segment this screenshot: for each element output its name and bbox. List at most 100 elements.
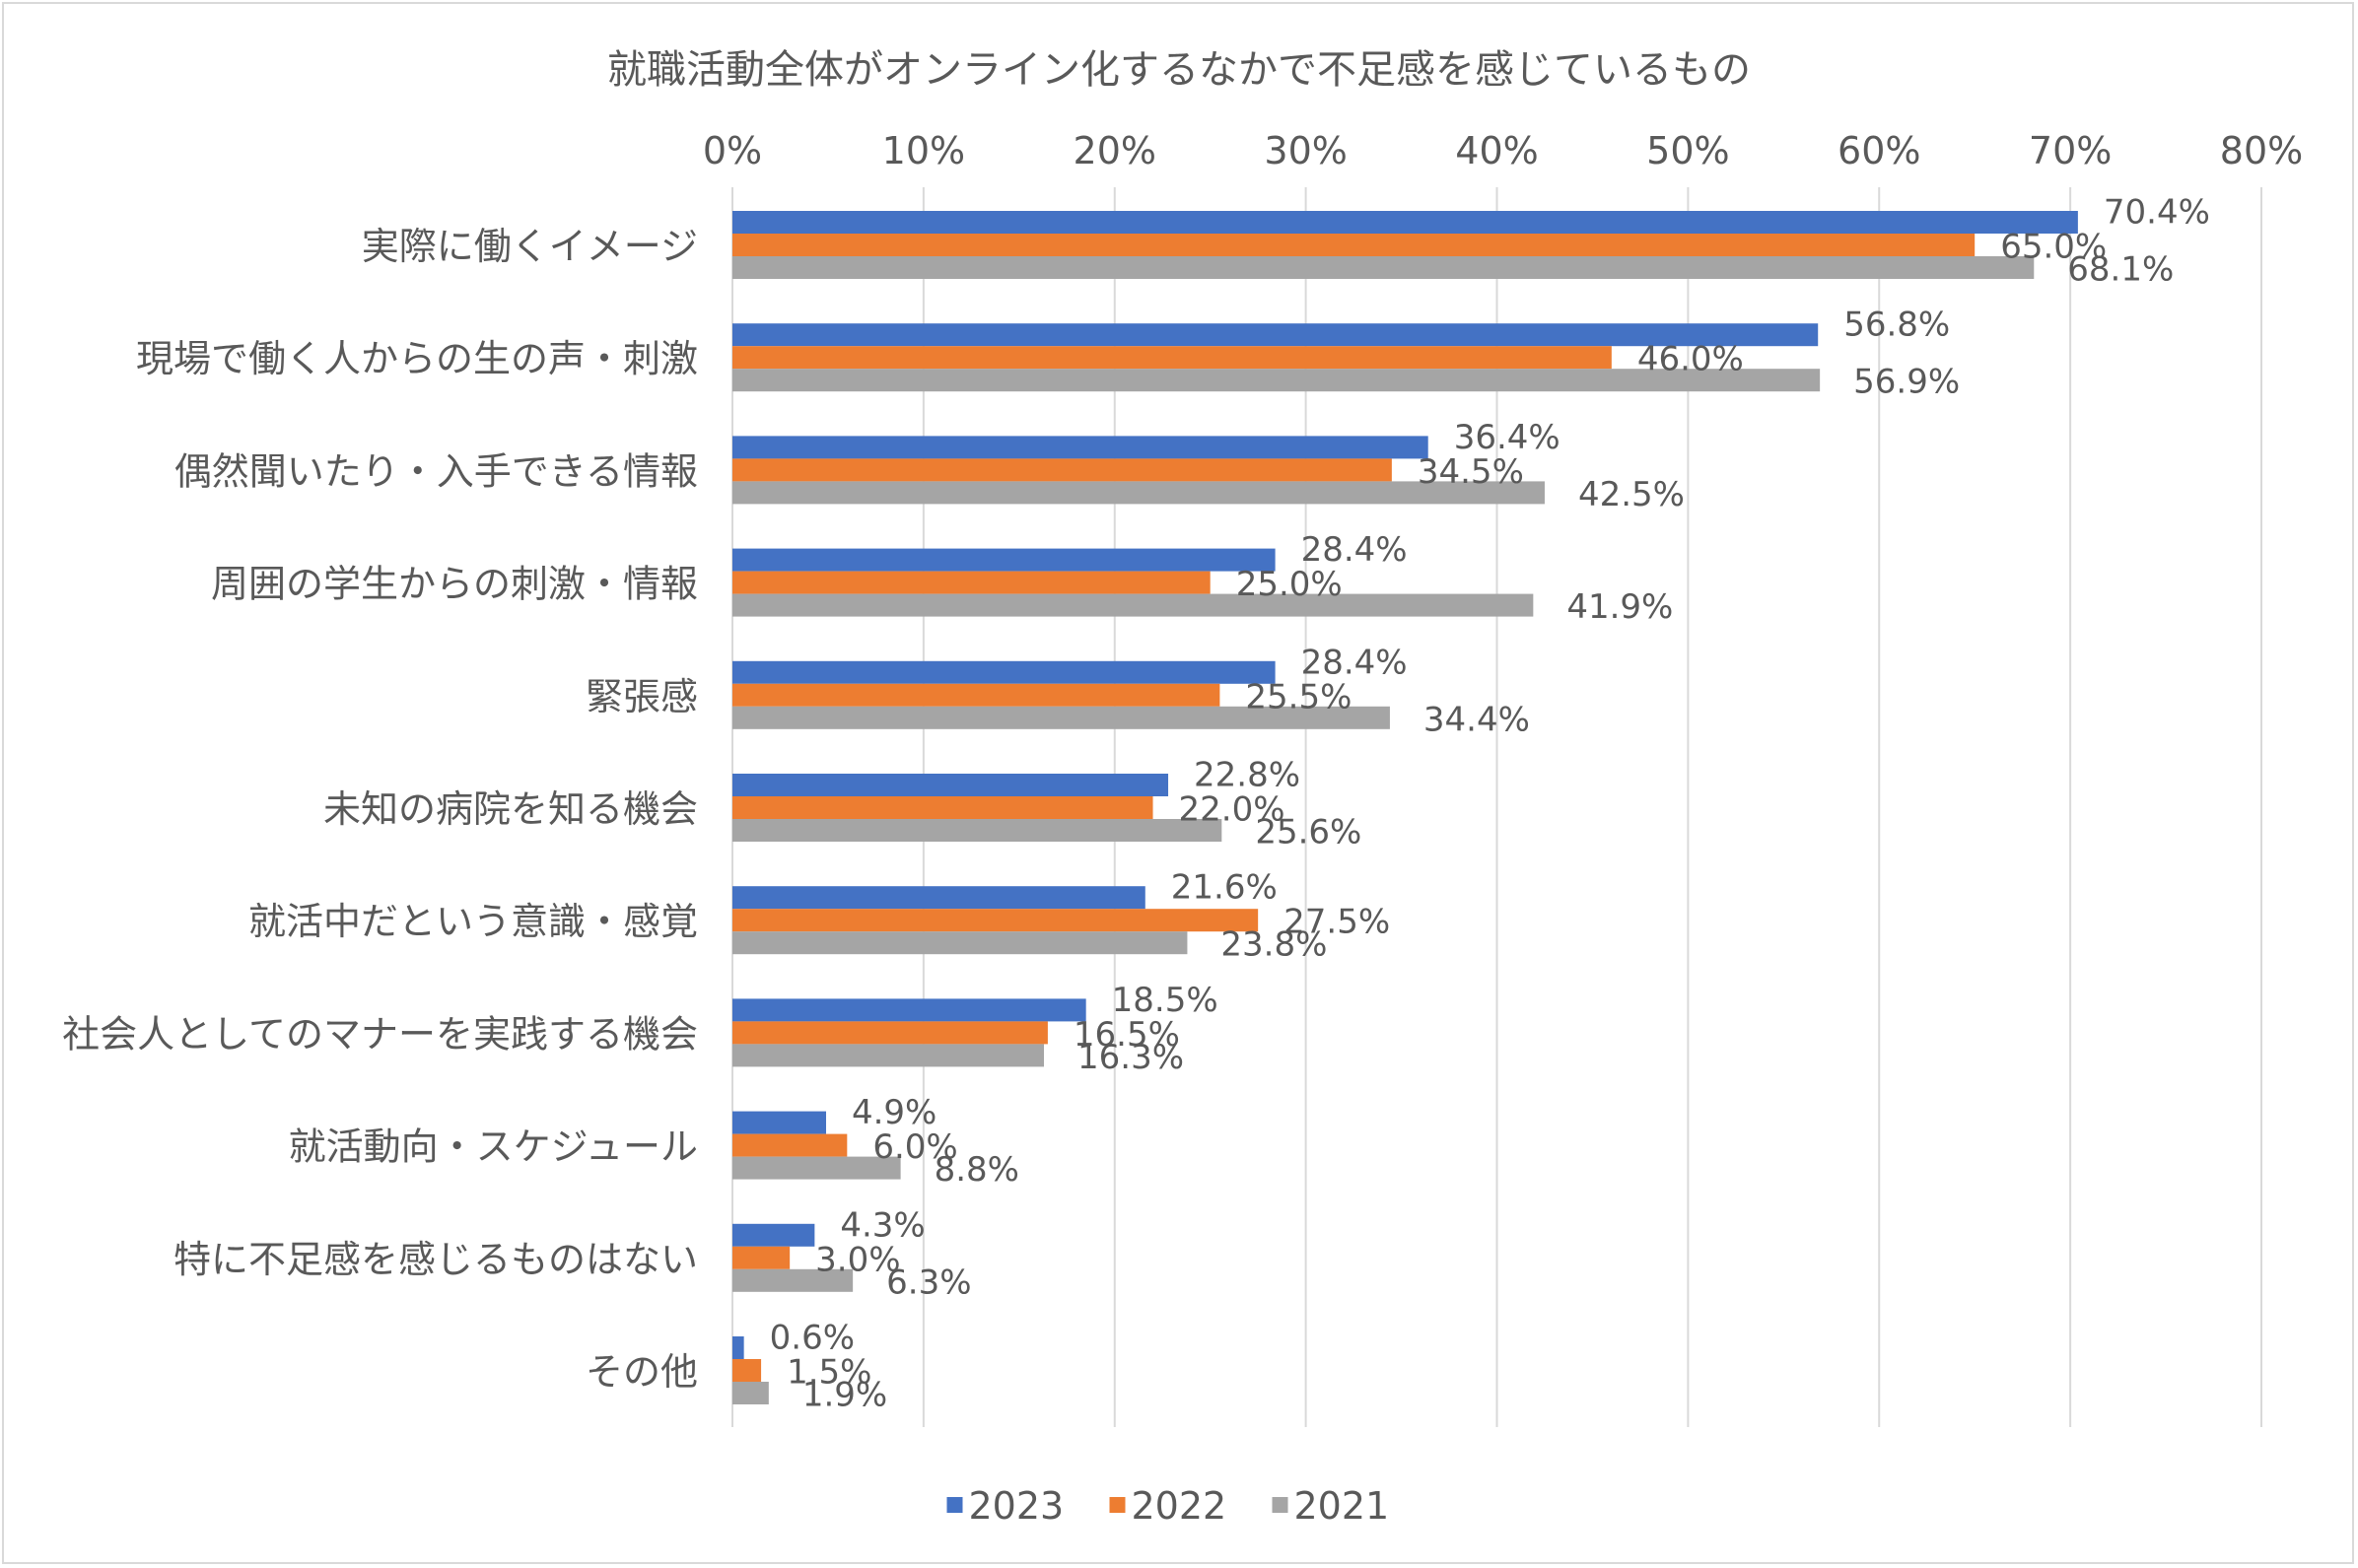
data-labels: 70.4%65.0%68.1% 56.8% 46.0% 56.9% 36.4%34.5%… (770, 193, 2210, 1415)
gridlines (731, 187, 2262, 1427)
data-label: 46.0% (1637, 340, 1744, 379)
data-label: 23.8% (1220, 925, 1327, 965)
category-label: 現場で働く人からの生の声・刺激 (136, 337, 698, 380)
bar (732, 1133, 848, 1157)
data-label: 22.8% (1194, 756, 1300, 795)
bar (732, 323, 1819, 347)
data-label: 18.5% (1112, 981, 1218, 1020)
bar (732, 886, 1145, 910)
x-tick-label: 70% (2029, 129, 2112, 172)
category-label: その他 (586, 1350, 698, 1394)
bar (732, 1223, 815, 1247)
bar (732, 593, 1534, 617)
data-label: 16.5% (1074, 1015, 1180, 1055)
x-tick-label: 30% (1264, 129, 1347, 172)
x-tick-label: 40% (1455, 129, 1538, 172)
bar (732, 998, 1086, 1022)
category-label: 緊張感 (586, 675, 698, 718)
data-label: 1.5% (787, 1353, 871, 1393)
category-label: 偶然聞いたり・入手できる情報 (174, 449, 698, 493)
category-label: 実際に働くイメージ (362, 225, 698, 268)
data-label: 36.4% (1454, 418, 1560, 457)
data-label: 65.0% (2000, 228, 2107, 267)
data-label: 42.5% (1578, 475, 1685, 514)
data-label: 22.0% (1179, 790, 1285, 830)
bar (732, 346, 1612, 370)
bar (732, 1246, 791, 1269)
bar (732, 548, 1276, 572)
x-tick-label: 50% (1646, 129, 1729, 172)
x-tick-label: 10% (882, 129, 965, 172)
data-label: 28.4% (1301, 643, 1408, 682)
legend-label-2022: 2022 (1132, 1484, 1227, 1528)
bar (732, 1359, 762, 1382)
data-label: 70.4% (2104, 193, 2210, 233)
data-label: 1.9% (802, 1376, 887, 1415)
legend-swatch-2022 (1109, 1497, 1126, 1513)
data-label: 3.0% (815, 1240, 900, 1279)
bar (732, 1382, 769, 1404)
data-label: 4.9% (852, 1093, 936, 1132)
bar (732, 774, 1169, 796)
data-label: 34.4% (1423, 700, 1530, 739)
data-label: 28.4% (1301, 530, 1408, 570)
x-tick-label: 60% (1838, 129, 1920, 172)
bar (732, 369, 1821, 392)
bar (732, 458, 1392, 482)
bar (732, 1021, 1048, 1045)
data-label: 21.6% (1171, 868, 1278, 908)
data-label: 56.8% (1843, 306, 1950, 345)
data-label: 34.5% (1418, 452, 1524, 492)
bar (732, 1336, 744, 1359)
category-label: 就活中だという意識・感覚 (248, 900, 698, 943)
data-label: 25.0% (1236, 565, 1343, 604)
bar (732, 706, 1390, 729)
bar (732, 660, 1276, 684)
bar (732, 211, 2078, 234)
data-label: 6.0% (872, 1127, 957, 1167)
data-label: 27.5% (1283, 903, 1390, 942)
legend-label-2021: 2021 (1294, 1484, 1390, 1528)
category-label: 未知の病院を知る機会 (323, 787, 698, 831)
data-label: 8.8% (935, 1150, 1019, 1190)
data-label: 41.9% (1566, 587, 1673, 627)
data-label: 68.1% (2067, 250, 2174, 290)
x-axis-ticks: 0% 10% 20% 30% 40% 50% 60% 70% 80% (703, 129, 2303, 172)
bar (732, 1044, 1045, 1067)
x-tick-label: 20% (1074, 129, 1156, 172)
bar (732, 683, 1220, 707)
bar (732, 234, 1976, 256)
data-label: 6.3% (886, 1262, 971, 1302)
legend: 2023 2022 2021 (946, 1484, 1390, 1528)
chart-title: 就職活動全体がオンライン化するなかで不足感を感じているもの (607, 47, 1751, 93)
category-label: 特に不足感を感じるものはない (173, 1238, 698, 1281)
bars (732, 211, 2078, 1404)
legend-swatch-2023 (946, 1497, 963, 1513)
data-label: 4.3% (840, 1205, 925, 1245)
data-label: 16.3% (1077, 1038, 1184, 1077)
bar (732, 481, 1545, 505)
bar (732, 256, 2035, 279)
category-labels: 実際に働くイメージ現場で働く人からの生の声・刺激偶然聞いたり・入手できる情報周囲… (62, 225, 698, 1394)
bar (732, 571, 1211, 594)
legend-swatch-2021 (1272, 1497, 1288, 1513)
category-label: 社会人としてのマナーを実践する機会 (62, 1012, 698, 1056)
bar (732, 931, 1188, 955)
bar (732, 1268, 854, 1292)
x-tick-label: 80% (2220, 129, 2303, 172)
bar (732, 1111, 826, 1134)
bar (732, 909, 1259, 932)
x-tick-label: 0% (703, 129, 762, 172)
bar (732, 1156, 901, 1180)
bar (732, 796, 1153, 819)
data-label: 25.6% (1255, 813, 1361, 852)
bar (732, 819, 1222, 842)
bar (732, 436, 1428, 459)
data-label: 25.5% (1245, 677, 1352, 716)
legend-label-2023: 2023 (969, 1484, 1065, 1528)
category-label: 周囲の学生からの刺激・情報 (211, 563, 698, 606)
category-label: 就活動向・スケジュール (289, 1125, 698, 1169)
data-label: 56.9% (1853, 363, 1960, 402)
